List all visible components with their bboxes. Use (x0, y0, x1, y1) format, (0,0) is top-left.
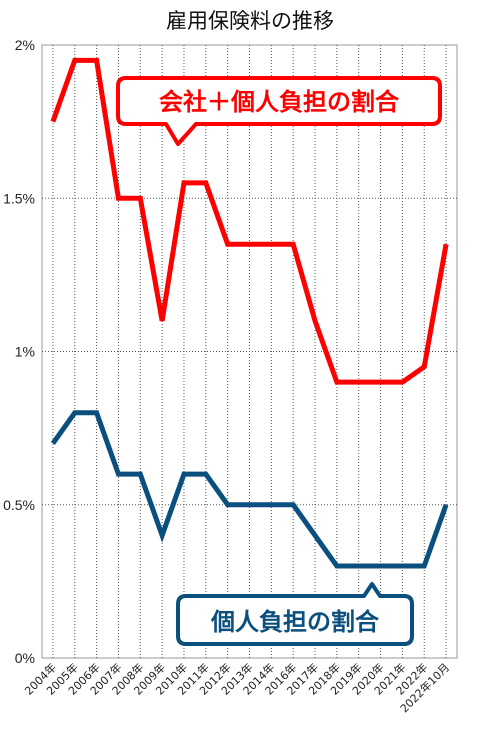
y-tick-label: 1.5% (3, 190, 35, 206)
legend-callout-individual: 個人負担の割合 (176, 582, 414, 646)
series-lines (50, 57, 449, 569)
callout-total-label: 会社＋個人負担の割合 (159, 88, 400, 116)
callout-individual-label: 個人負担の割合 (210, 608, 380, 636)
y-tick-label: 0% (15, 650, 35, 666)
y-tick-label: 0.5% (3, 497, 35, 513)
y-axis-ticks: 0% 0.5% 1% 1.5% 2% (3, 37, 35, 666)
x-axis-ticks: 2004年2005年2006年2007年2008年2009年2010年2011年… (22, 660, 453, 715)
y-tick-label: 1% (15, 344, 35, 360)
chart-title: 雇用保険料の推移 (166, 9, 334, 33)
legend-callout-total: 会社＋個人負担の割合 (116, 76, 442, 146)
y-tick-label: 2% (15, 37, 35, 53)
callout-total-box (116, 76, 442, 146)
grid (41, 44, 458, 659)
callout-individual-box (176, 582, 414, 646)
